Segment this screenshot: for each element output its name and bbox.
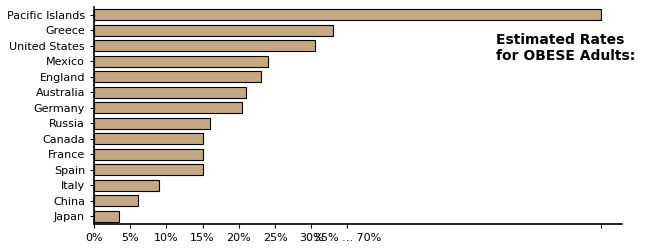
Bar [94,180,159,191]
Bar [94,118,210,129]
Bar [94,195,137,206]
Bar [94,56,268,67]
Bar [94,211,119,222]
Bar [94,87,246,98]
Bar [94,164,203,175]
Bar [94,25,333,36]
Bar [94,40,315,51]
Bar [94,133,203,144]
Text: Estimated Rates
for OBESE Adults:: Estimated Rates for OBESE Adults: [496,33,635,63]
Bar [94,102,242,113]
Bar [94,71,260,82]
Bar [94,149,203,160]
Bar [94,9,601,20]
